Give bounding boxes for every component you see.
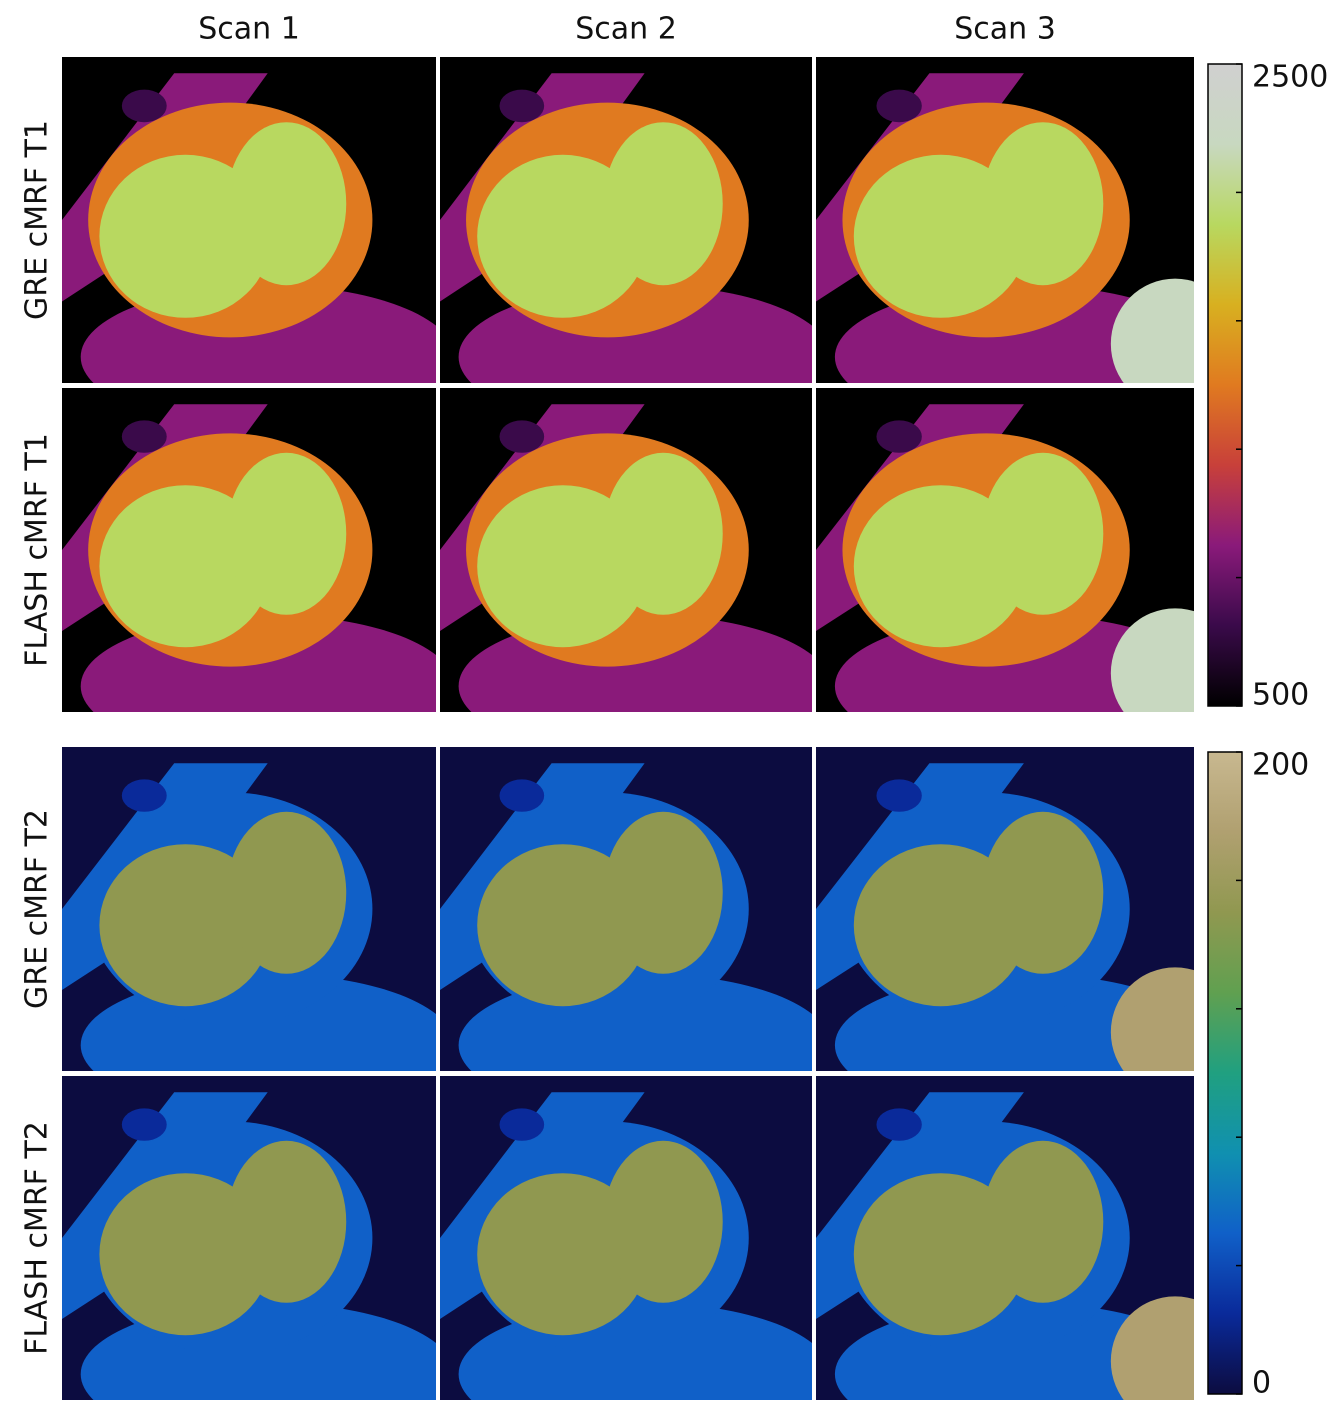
image-panel xyxy=(816,1076,1194,1400)
left-ventricle xyxy=(982,122,1104,286)
airway xyxy=(121,420,167,453)
image-panel xyxy=(440,1076,812,1400)
airway xyxy=(876,1108,922,1141)
row-label: GRE cMRF T2 xyxy=(20,809,55,1009)
airway xyxy=(499,420,545,453)
airway xyxy=(121,89,167,123)
colorbar-label: 500 xyxy=(1252,678,1309,713)
liver xyxy=(1110,1296,1194,1400)
row-label: FLASH cMRF T1 xyxy=(20,433,55,667)
image-panel xyxy=(440,57,812,383)
row-label: FLASH cMRF T2 xyxy=(20,1121,55,1355)
left-ventricle xyxy=(603,1140,723,1303)
colorbar-label: 200 xyxy=(1252,748,1309,783)
image-panel xyxy=(816,388,1194,712)
row-label: GRE cMRF T1 xyxy=(20,120,55,320)
image-panel xyxy=(62,747,436,1071)
airway xyxy=(121,1108,167,1141)
left-ventricle xyxy=(603,811,723,974)
colorbar xyxy=(1207,63,1243,707)
airway xyxy=(499,89,545,123)
colorbar xyxy=(1207,751,1243,1395)
airway xyxy=(499,1108,545,1141)
airway xyxy=(876,420,922,453)
left-ventricle xyxy=(226,1140,347,1303)
liver xyxy=(1110,278,1194,383)
image-panel xyxy=(62,388,436,712)
image-panel xyxy=(816,57,1194,383)
image-panel xyxy=(62,57,436,383)
left-ventricle xyxy=(982,1140,1104,1303)
image-panel xyxy=(440,388,812,712)
liver xyxy=(1110,967,1194,1071)
left-ventricle xyxy=(982,811,1104,974)
left-ventricle xyxy=(603,122,723,286)
left-ventricle xyxy=(226,811,347,974)
airway xyxy=(499,779,545,812)
colorbar-label: 0 xyxy=(1252,1366,1271,1401)
liver xyxy=(1110,608,1194,712)
airway xyxy=(121,779,167,812)
airway xyxy=(876,779,922,812)
left-ventricle xyxy=(226,452,347,615)
left-ventricle xyxy=(603,452,723,615)
image-panel xyxy=(440,747,812,1071)
image-panel xyxy=(62,1076,436,1400)
colorbar-label: 2500 xyxy=(1252,60,1328,95)
image-panel xyxy=(816,747,1194,1071)
airway xyxy=(876,89,922,123)
column-header: Scan 2 xyxy=(575,12,677,47)
column-header: Scan 3 xyxy=(954,12,1056,47)
column-header: Scan 1 xyxy=(198,12,300,47)
left-ventricle xyxy=(982,452,1104,615)
left-ventricle xyxy=(226,122,347,286)
